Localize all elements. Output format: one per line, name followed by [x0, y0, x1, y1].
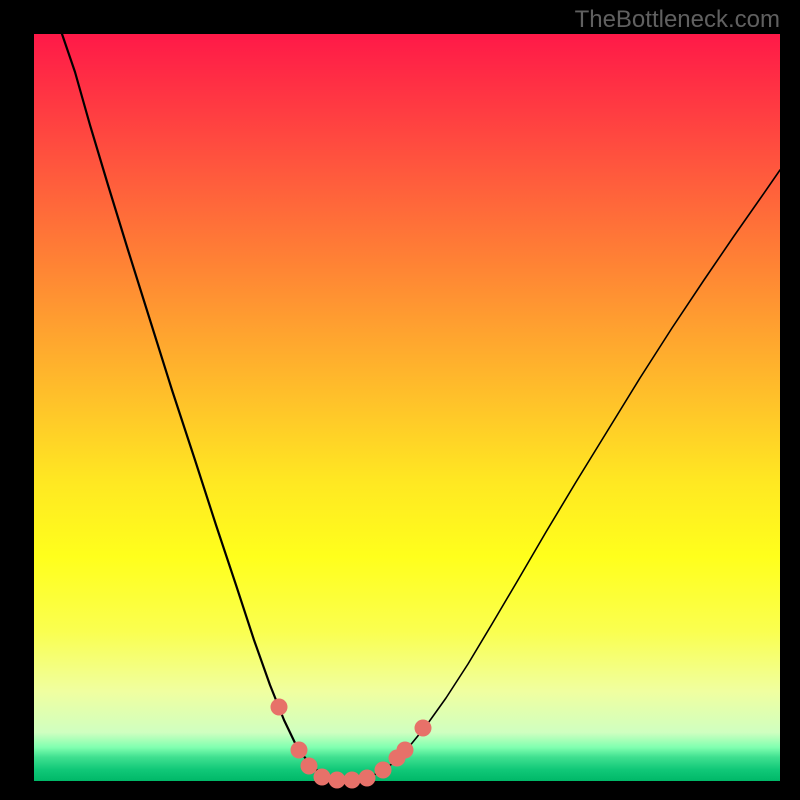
watermark-text: TheBottleneck.com: [575, 6, 780, 34]
plot-area: [34, 34, 780, 781]
curve-marker: [329, 772, 346, 789]
curve-marker: [397, 742, 414, 759]
curve-marker: [271, 699, 288, 716]
curve-marker: [375, 762, 392, 779]
curve-layer: [34, 34, 780, 781]
curve-left-branch: [62, 34, 344, 780]
curve-right-branch: [344, 170, 780, 780]
curve-marker: [291, 742, 308, 759]
marker-group: [271, 699, 432, 789]
curve-marker: [344, 772, 361, 789]
curve-marker: [301, 758, 318, 775]
curve-marker: [314, 769, 331, 786]
curve-marker: [359, 770, 376, 787]
curve-marker: [415, 720, 432, 737]
